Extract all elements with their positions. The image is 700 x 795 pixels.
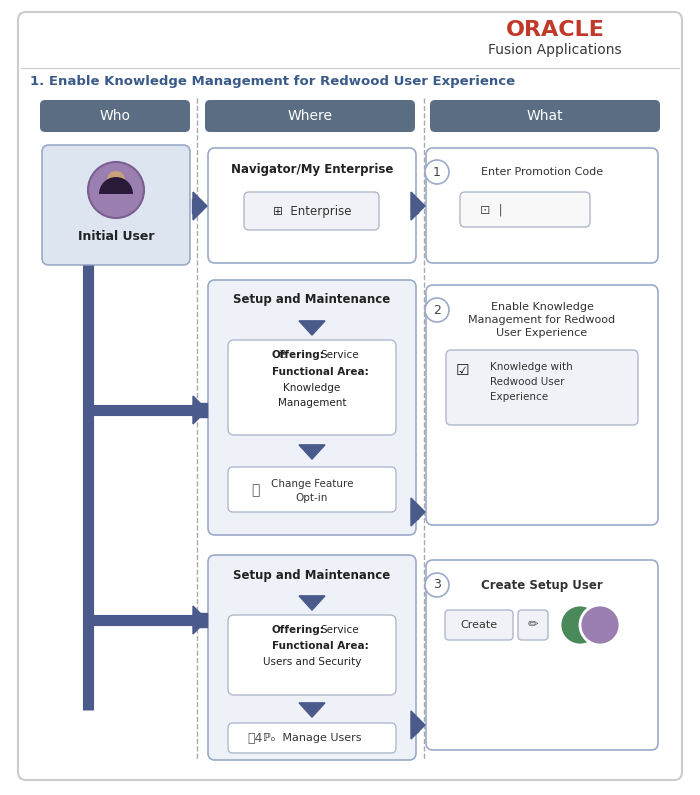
Text: What: What (526, 109, 564, 123)
Circle shape (425, 573, 449, 597)
FancyBboxPatch shape (518, 610, 548, 640)
Text: ℙₒ  Manage Users: ℙₒ Manage Users (262, 733, 361, 743)
Text: 1: 1 (433, 165, 441, 179)
FancyBboxPatch shape (426, 285, 658, 525)
FancyBboxPatch shape (426, 148, 658, 263)
FancyBboxPatch shape (228, 615, 396, 695)
Circle shape (425, 160, 449, 184)
Polygon shape (411, 711, 425, 739)
Polygon shape (193, 606, 207, 634)
Wedge shape (99, 177, 133, 194)
Text: Change Feature: Change Feature (271, 479, 354, 489)
Polygon shape (193, 613, 207, 627)
Text: ☑: ☑ (456, 363, 470, 378)
Text: Management for Redwood: Management for Redwood (468, 315, 615, 325)
Text: Fusion Applications: Fusion Applications (488, 43, 622, 57)
Text: Service: Service (320, 625, 358, 635)
Text: 2: 2 (433, 304, 441, 316)
FancyBboxPatch shape (228, 340, 396, 435)
Polygon shape (299, 445, 325, 460)
Polygon shape (193, 396, 207, 424)
Polygon shape (411, 199, 418, 213)
Polygon shape (193, 192, 207, 220)
Text: Enter Promotion Code: Enter Promotion Code (481, 167, 603, 177)
FancyBboxPatch shape (446, 350, 638, 425)
FancyBboxPatch shape (208, 148, 416, 263)
Text: Setup and Maintenance: Setup and Maintenance (233, 293, 391, 307)
FancyBboxPatch shape (205, 100, 415, 132)
Text: Setup and Maintenance: Setup and Maintenance (233, 568, 391, 581)
FancyBboxPatch shape (228, 723, 396, 753)
Text: ⌸: ⌸ (251, 483, 259, 497)
Text: ₴: ₴ (278, 350, 286, 360)
Text: User Experience: User Experience (496, 328, 587, 338)
Text: ὆4: ὆4 (247, 731, 262, 744)
Polygon shape (192, 199, 193, 213)
Text: Management: Management (278, 398, 346, 408)
Text: ⊡  |: ⊡ | (480, 204, 503, 216)
FancyBboxPatch shape (42, 145, 190, 265)
Text: Create Setup User: Create Setup User (481, 579, 603, 591)
Polygon shape (193, 403, 207, 417)
Text: Where: Where (288, 109, 332, 123)
Text: Initial User: Initial User (78, 231, 154, 243)
Text: Experience: Experience (490, 392, 548, 402)
FancyBboxPatch shape (426, 560, 658, 750)
Text: 3: 3 (433, 579, 441, 591)
Text: Redwood User: Redwood User (490, 377, 564, 387)
Polygon shape (299, 595, 325, 610)
Text: Service: Service (320, 350, 358, 360)
Text: Functional Area:: Functional Area: (272, 367, 369, 377)
Polygon shape (411, 192, 425, 220)
Circle shape (425, 298, 449, 322)
FancyBboxPatch shape (445, 610, 513, 640)
Text: Navigator/My Enterprise: Navigator/My Enterprise (231, 164, 393, 176)
Text: Opt-in: Opt-in (296, 493, 328, 503)
FancyBboxPatch shape (244, 192, 379, 230)
Text: ORACLE: ORACLE (505, 20, 604, 40)
Polygon shape (411, 505, 418, 519)
Polygon shape (299, 321, 325, 335)
Text: Knowledge with: Knowledge with (490, 362, 573, 372)
Text: Enable Knowledge: Enable Knowledge (491, 302, 594, 312)
Text: Offering:: Offering: (272, 350, 325, 360)
FancyBboxPatch shape (228, 467, 396, 512)
Circle shape (88, 162, 144, 218)
Text: Offering:: Offering: (272, 625, 325, 635)
Polygon shape (411, 718, 418, 732)
Circle shape (560, 605, 600, 645)
Text: ⊞  Enterprise: ⊞ Enterprise (273, 204, 351, 218)
FancyBboxPatch shape (430, 100, 660, 132)
Text: Users and Security: Users and Security (262, 657, 361, 667)
Polygon shape (299, 703, 325, 717)
Text: Knowledge: Knowledge (284, 383, 341, 393)
Text: Functional Area:: Functional Area: (272, 641, 369, 651)
FancyBboxPatch shape (40, 100, 190, 132)
Circle shape (580, 605, 620, 645)
FancyBboxPatch shape (208, 280, 416, 535)
Text: 1. Enable Knowledge Management for Redwood User Experience: 1. Enable Knowledge Management for Redwo… (30, 76, 515, 88)
Circle shape (107, 171, 125, 189)
Polygon shape (411, 498, 425, 526)
FancyBboxPatch shape (460, 192, 590, 227)
Text: ✏: ✏ (528, 619, 538, 631)
FancyBboxPatch shape (208, 555, 416, 760)
Text: Who: Who (99, 109, 130, 123)
Text: Create: Create (461, 620, 498, 630)
